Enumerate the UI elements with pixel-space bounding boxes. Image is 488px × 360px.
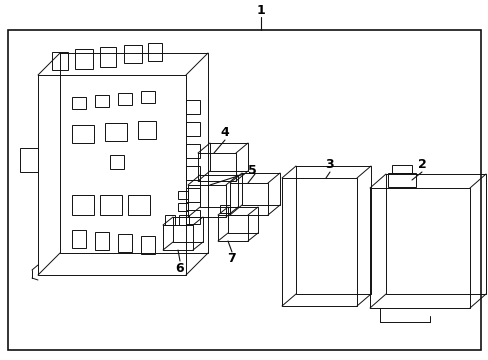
Bar (52, 52, 68, 70)
Text: 7: 7 (227, 252, 236, 265)
Bar (391, 165, 411, 173)
Text: 4: 4 (220, 126, 229, 139)
Bar (75, 49, 93, 69)
Text: 1: 1 (256, 4, 265, 17)
Bar (141, 91, 155, 103)
Bar (387, 173, 415, 187)
Bar (118, 93, 132, 105)
Bar (164, 215, 175, 225)
Bar (110, 155, 124, 169)
Bar (185, 166, 200, 180)
Bar (8, 30, 480, 350)
Bar (141, 236, 155, 254)
Text: 6: 6 (175, 261, 184, 274)
Bar (72, 125, 94, 143)
Bar (185, 122, 200, 136)
Bar (95, 232, 109, 250)
Bar (178, 203, 187, 211)
Bar (220, 205, 229, 213)
Text: 2: 2 (417, 158, 426, 171)
Bar (72, 97, 86, 109)
Bar (185, 210, 200, 224)
Text: 3: 3 (325, 158, 334, 171)
Bar (118, 234, 132, 252)
Bar (72, 195, 94, 215)
Bar (148, 43, 162, 61)
Bar (105, 123, 127, 141)
Bar (20, 148, 38, 172)
Bar (185, 100, 200, 114)
Text: 5: 5 (247, 163, 256, 176)
Bar (95, 95, 109, 107)
Bar (178, 191, 187, 199)
Bar (185, 188, 200, 202)
Bar (100, 47, 116, 67)
Bar (138, 121, 156, 139)
Bar (128, 195, 150, 215)
Bar (179, 215, 189, 225)
Bar (124, 45, 142, 63)
Bar (185, 144, 200, 158)
Bar (100, 195, 122, 215)
Bar (72, 230, 86, 248)
